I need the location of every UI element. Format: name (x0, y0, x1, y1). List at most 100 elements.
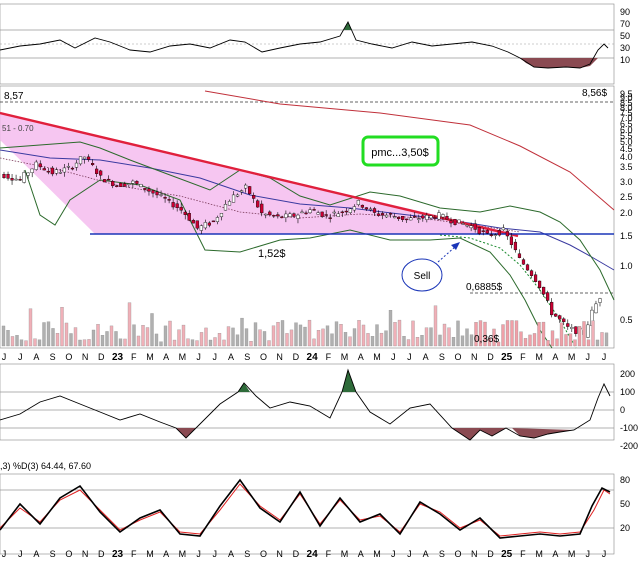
support-price-label: 1,52$ (258, 248, 286, 260)
month-label: F (131, 549, 137, 558)
month-label: S (439, 352, 445, 362)
volume-bar (199, 332, 204, 347)
volume-bar (298, 324, 303, 347)
volume-bar (222, 339, 226, 347)
volume-bar (550, 330, 555, 347)
month-label: J (586, 352, 591, 362)
rsi-oversold-fill (520, 58, 598, 68)
axis-tick-label: 7.5 (620, 108, 633, 118)
candle-body (558, 315, 562, 320)
axis-tick-label: 3.5 (620, 162, 633, 172)
candle-body (542, 286, 546, 295)
volume-bar (69, 333, 73, 347)
candle-body (562, 318, 566, 323)
volume-bar (267, 340, 271, 347)
candle-body (276, 214, 280, 217)
volume-bar (280, 320, 285, 347)
candle-body (187, 213, 191, 221)
volume-bar (168, 320, 172, 347)
candle-body (457, 219, 461, 224)
candle-body (123, 183, 127, 187)
candle-body (167, 199, 171, 201)
candle-body (18, 179, 22, 181)
candle-body (203, 222, 207, 229)
volume-bar (559, 322, 564, 347)
candle-body (139, 184, 143, 188)
sell-annotation: Sell (401, 242, 460, 292)
volume-bar (330, 333, 334, 347)
month-label: J (2, 549, 7, 558)
axis-tick-label: 2.0 (620, 208, 633, 218)
candle-body (115, 185, 119, 187)
volume-bar (442, 323, 447, 347)
mid-level-label: 0,6885$ (466, 282, 503, 293)
volume-bar (586, 339, 591, 347)
mid-moving-average (0, 149, 615, 271)
volume-bar (240, 317, 244, 347)
downtrend-line (0, 111, 519, 238)
candle-body (219, 213, 224, 218)
volume-bar (141, 325, 145, 347)
candle-body (509, 236, 514, 245)
volume-bar (186, 338, 190, 347)
candle-body (300, 211, 304, 214)
month-label: D (293, 352, 300, 362)
volume-bar (505, 320, 510, 347)
month-label: M (179, 352, 187, 362)
candle-body (449, 220, 453, 224)
month-label: J (586, 549, 591, 558)
volume-bar (10, 336, 15, 347)
candle-body (296, 214, 300, 219)
month-label: N (471, 549, 478, 558)
candle-body (30, 168, 34, 173)
volume-bar (177, 329, 181, 347)
volume-bar (469, 334, 474, 347)
candle-body (497, 230, 501, 236)
candle-body (320, 211, 324, 217)
candle-body (304, 212, 308, 215)
month-label: A (33, 549, 39, 558)
volume-bar (226, 326, 231, 347)
month-label: J (18, 549, 23, 558)
candle-body (529, 270, 534, 276)
volume-bar (343, 332, 348, 347)
month-label: O (455, 549, 462, 558)
sell-arrow (437, 245, 457, 263)
candle-body (570, 327, 574, 329)
candle-body (78, 156, 83, 165)
volume-bar (483, 321, 487, 347)
candle-body (272, 215, 276, 217)
volume-bar (235, 334, 240, 347)
axis-tick-label: 9.5 (620, 89, 633, 99)
candle-body (159, 194, 163, 196)
candle-body (413, 215, 417, 218)
candle-body (163, 197, 167, 199)
month-label: A (163, 549, 169, 558)
month-label: J (391, 352, 396, 362)
month-label: D (98, 352, 105, 362)
candle-body (6, 173, 10, 179)
candle-body (58, 172, 62, 174)
month-label: F (520, 352, 526, 362)
volume-bar (501, 324, 505, 347)
volume-bar (150, 313, 154, 347)
month-label: A (552, 549, 558, 558)
sell-label: Sell (414, 271, 431, 282)
candle-body (183, 211, 187, 215)
candle-body (288, 213, 292, 218)
axis-tick-label: 80 (620, 475, 630, 485)
candle-body (332, 211, 336, 214)
candle-body (111, 181, 115, 187)
volume-bar (388, 310, 393, 347)
axis-tick-label: 100 (620, 387, 635, 397)
volume-bar (379, 332, 384, 347)
volume-bar (73, 327, 78, 347)
candle-body (264, 213, 268, 216)
candle-body (328, 217, 332, 219)
volume-bar (249, 340, 253, 347)
candle-body (481, 230, 485, 232)
volume-bar (145, 327, 150, 347)
month-label: M (146, 352, 154, 362)
stochastic-k-line (0, 478, 611, 539)
candle-body (252, 195, 256, 199)
